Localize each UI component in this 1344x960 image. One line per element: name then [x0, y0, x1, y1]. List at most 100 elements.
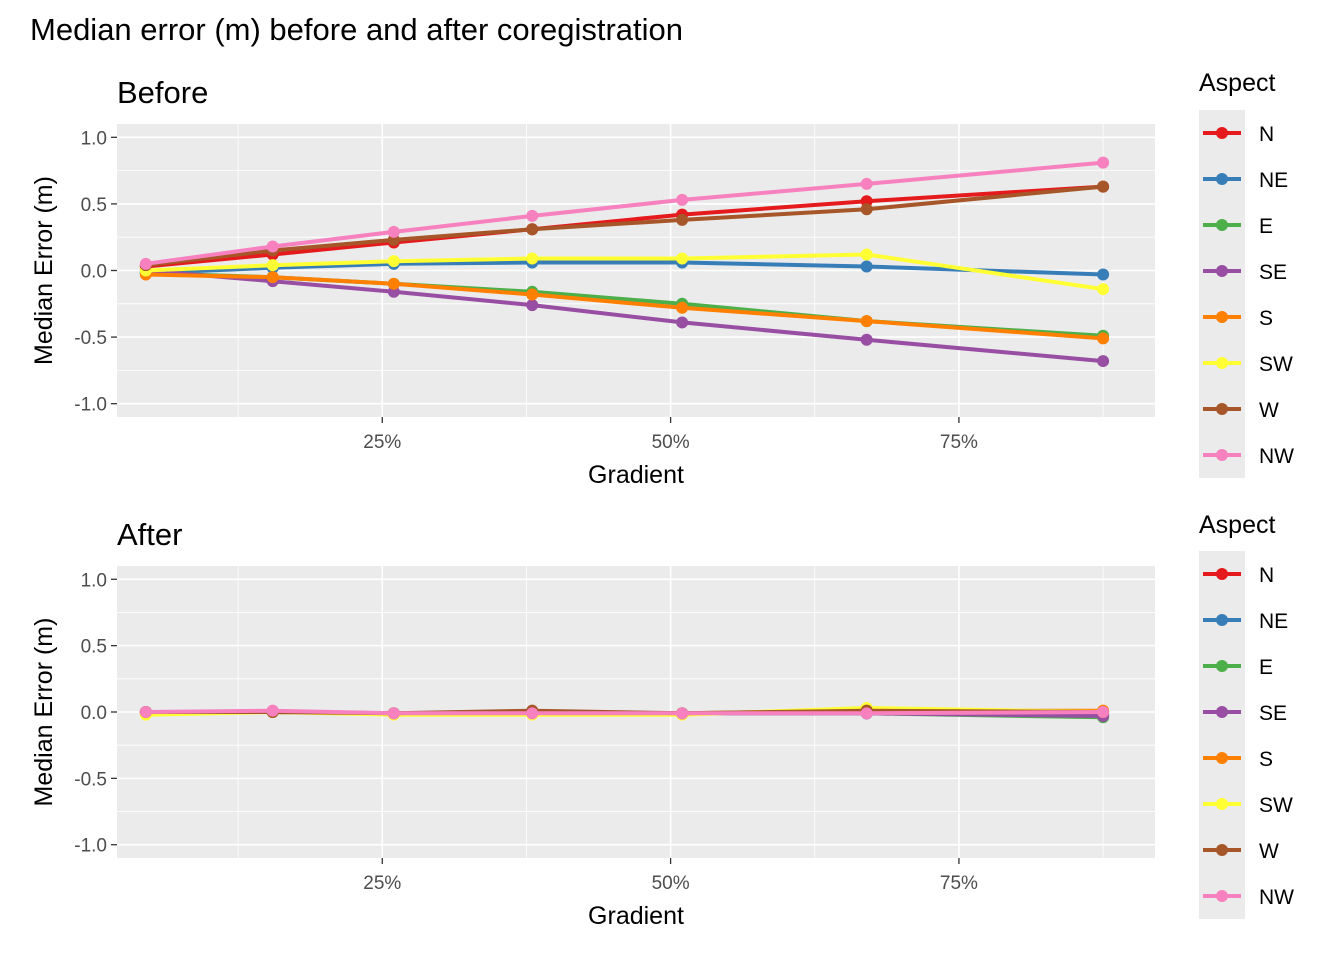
y-tick-label: -1.0 — [74, 395, 107, 416]
legend-key-point — [1216, 798, 1228, 810]
x-tick-label: 50% — [652, 873, 690, 894]
legend-key-point — [1216, 752, 1228, 764]
data-point-nw — [1097, 706, 1110, 718]
data-point-sw — [387, 255, 400, 268]
legend-label-e: E — [1259, 656, 1273, 679]
data-point-nw — [860, 707, 873, 720]
legend-key-point — [1216, 357, 1228, 369]
data-point-se — [860, 333, 873, 346]
data-point-s — [266, 271, 279, 284]
legend-title: Aspect — [1199, 511, 1275, 539]
data-point-se — [526, 299, 539, 312]
legend-key-point — [1216, 265, 1228, 277]
legend-label-e: E — [1259, 215, 1273, 238]
y-tick-label: -1.0 — [74, 836, 107, 857]
legend-label-sw: SW — [1259, 353, 1293, 376]
data-point-s — [860, 315, 873, 328]
data-point-s — [1097, 332, 1110, 345]
data-point-sw — [526, 252, 539, 265]
data-point-nw — [526, 707, 539, 720]
y-axis-label: Median Error (m) — [30, 618, 58, 807]
legend-key-point — [1216, 568, 1228, 580]
legend-key-point — [1216, 890, 1228, 902]
data-point-sw — [266, 259, 279, 272]
x-tick-label: 25% — [363, 873, 401, 894]
y-axis-label: Median Error (m) — [30, 176, 58, 365]
data-point-se — [1097, 355, 1110, 368]
x-tick-label: 75% — [940, 873, 978, 894]
legend-label-n: N — [1259, 564, 1274, 587]
x-axis-label: Gradient — [588, 902, 684, 930]
legend-label-sw: SW — [1259, 794, 1293, 817]
data-point-nw — [1097, 156, 1110, 169]
panel-after: 1.0 0.5 0.0 -0.5 -1.0 25% 50% 75% After Gradient M… — [30, 511, 1294, 930]
data-point-nw — [139, 706, 152, 718]
legend-label-se: SE — [1259, 261, 1287, 284]
data-point-w — [676, 213, 689, 226]
panel-title: After — [117, 517, 182, 552]
y-tick-label: 0.0 — [81, 262, 107, 283]
data-point-sw — [1097, 283, 1110, 296]
y-tick-label: -0.5 — [74, 328, 107, 349]
x-axis-label: Gradient — [588, 461, 684, 489]
y-tick-label: 0.0 — [81, 703, 107, 724]
data-point-nw — [676, 193, 689, 206]
data-point-sw — [676, 252, 689, 265]
legend-key-point — [1216, 614, 1228, 626]
legend-key-point — [1216, 844, 1228, 856]
data-point-nw — [387, 225, 400, 238]
data-point-nw — [860, 177, 873, 190]
legend-label-s: S — [1259, 748, 1273, 771]
legend: Aspect N NE E SE S SW W NW — [1199, 69, 1294, 478]
data-point-nw — [676, 707, 689, 720]
legend-label-nw: NW — [1259, 886, 1294, 909]
legend-key-point — [1216, 311, 1228, 323]
x-tick-label: 75% — [940, 432, 978, 453]
x-tick-label: 50% — [652, 432, 690, 453]
data-point-se — [676, 316, 689, 329]
legend-key-background — [1199, 110, 1245, 478]
panel-title: Before — [117, 75, 208, 110]
data-point-w — [860, 203, 873, 216]
data-point-nw — [266, 704, 279, 717]
panel-before: 1.0 0.5 0.0 -0.5 -1.0 25% 50% 75% Before Gradient… — [30, 69, 1294, 489]
legend-key-point — [1216, 127, 1228, 139]
data-point-nw — [139, 257, 152, 270]
legend-label-se: SE — [1259, 702, 1287, 725]
data-point-ne — [1097, 268, 1110, 281]
y-tick-label: 0.5 — [81, 195, 107, 216]
y-tick-label: 0.5 — [81, 637, 107, 658]
data-point-sw — [860, 248, 873, 261]
legend-label-w: W — [1259, 840, 1279, 863]
data-point-s — [387, 277, 400, 290]
legend-key-point — [1216, 706, 1228, 718]
legend-key-point — [1216, 173, 1228, 185]
y-tick-label: 1.0 — [81, 570, 107, 591]
data-point-w — [526, 223, 539, 236]
legend-key-point — [1216, 449, 1228, 461]
legend: Aspect N NE E SE S SW W NW — [1199, 511, 1294, 919]
legend-label-n: N — [1259, 123, 1274, 146]
data-point-s — [676, 301, 689, 314]
y-tick-label: 1.0 — [81, 128, 107, 149]
legend-label-s: S — [1259, 307, 1273, 330]
legend-label-ne: NE — [1259, 610, 1288, 633]
data-point-nw — [526, 209, 539, 222]
data-point-nw — [387, 707, 400, 720]
legend-label-nw: NW — [1259, 445, 1294, 468]
figure-title: Median error (m) before and after coregi… — [30, 12, 684, 47]
legend-label-ne: NE — [1259, 169, 1288, 192]
legend-key-point — [1216, 403, 1228, 415]
y-tick-label: -0.5 — [74, 769, 107, 790]
data-point-s — [526, 288, 539, 301]
data-point-nw — [266, 240, 279, 253]
legend-key-point — [1216, 219, 1228, 231]
legend-key-point — [1216, 660, 1228, 672]
legend-title: Aspect — [1199, 69, 1275, 97]
legend-label-w: W — [1259, 399, 1279, 422]
x-tick-label: 25% — [363, 432, 401, 453]
data-point-ne — [860, 260, 873, 273]
legend-key-background — [1199, 551, 1245, 919]
data-point-w — [1097, 180, 1110, 193]
